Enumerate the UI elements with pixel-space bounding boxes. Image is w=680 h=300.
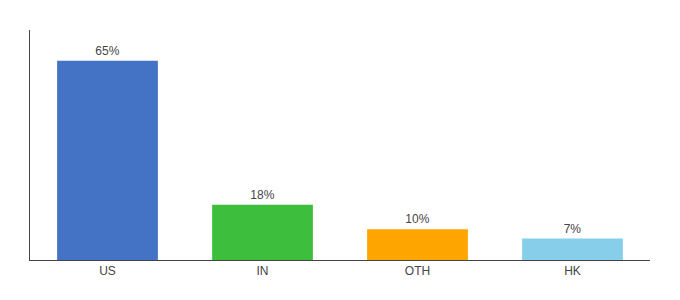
- svg-text:7%: 7%: [564, 222, 582, 236]
- svg-text:OTH: OTH: [405, 264, 430, 278]
- svg-text:IN: IN: [257, 264, 269, 278]
- svg-text:10%: 10%: [405, 212, 429, 226]
- svg-text:18%: 18%: [250, 188, 274, 202]
- svg-text:US: US: [99, 264, 116, 278]
- svg-text:HK: HK: [564, 264, 581, 278]
- svg-text:65%: 65%: [95, 44, 119, 58]
